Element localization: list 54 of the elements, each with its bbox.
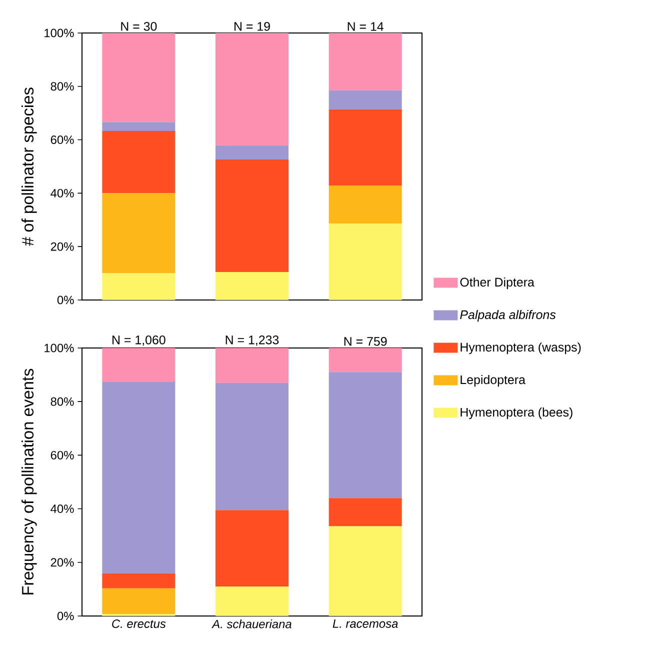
y-tick-label: 100%	[44, 28, 74, 38]
bar	[102, 348, 176, 382]
y-tick-label: 80%	[50, 82, 74, 91]
annotation: N = 1,060	[112, 336, 166, 346]
bar	[328, 348, 402, 372]
y-tick-label: 60%	[50, 450, 74, 460]
bar	[216, 348, 289, 383]
x-tick-label: C. erectus	[112, 620, 166, 628]
bar	[102, 273, 176, 300]
bar	[216, 510, 289, 587]
y-tick-label: 60%	[50, 136, 74, 144]
bar	[328, 185, 402, 224]
bar	[328, 224, 402, 300]
y-tick-label: 0%	[57, 612, 74, 620]
y-tick-label: 20%	[50, 242, 74, 251]
annotation: N = 14	[348, 22, 384, 31]
y-tick-label: 80%	[50, 397, 74, 406]
bar	[216, 32, 289, 146]
bar	[102, 32, 176, 122]
bar	[102, 588, 176, 614]
bar	[216, 160, 289, 272]
bar	[102, 382, 176, 574]
bar	[328, 90, 402, 110]
bar	[328, 498, 402, 526]
legend-label: Palpada albifrons	[460, 310, 556, 322]
bar	[102, 130, 176, 194]
y-tick-label: 40%	[50, 504, 74, 514]
y-axis-title: Frequency of pollination events	[22, 368, 37, 594]
bar	[216, 272, 289, 300]
x-tick-label: A. schaueriana	[212, 620, 292, 628]
legend-label: Hymenoptera (bees)	[460, 407, 572, 420]
legend-label: Other Diptera	[460, 277, 534, 290]
y-tick-label: 40%	[50, 188, 74, 198]
bar	[216, 382, 289, 510]
x-tick-label: L. racemosa	[332, 620, 398, 628]
y-tick-label: 100%	[44, 344, 74, 352]
annotation: N = 1,233	[226, 336, 279, 346]
bar	[102, 573, 176, 588]
bar	[102, 122, 176, 131]
annotation: N = 19	[234, 22, 270, 31]
bar	[328, 32, 402, 90]
legend-label: Hymenoptera (wasps)	[460, 342, 581, 354]
annotation: N = 759	[344, 336, 387, 346]
bar	[102, 193, 176, 274]
y-tick-label: 0%	[57, 296, 74, 304]
bar	[328, 372, 402, 498]
bar	[216, 586, 289, 616]
bar	[328, 526, 402, 616]
y-axis-title: # of pollinator species	[22, 88, 37, 246]
legend-label: Lepidoptera	[460, 374, 526, 387]
bar	[216, 145, 289, 160]
bar	[328, 109, 402, 186]
annotation: N = 30	[121, 22, 157, 31]
y-tick-label: 20%	[50, 558, 74, 567]
